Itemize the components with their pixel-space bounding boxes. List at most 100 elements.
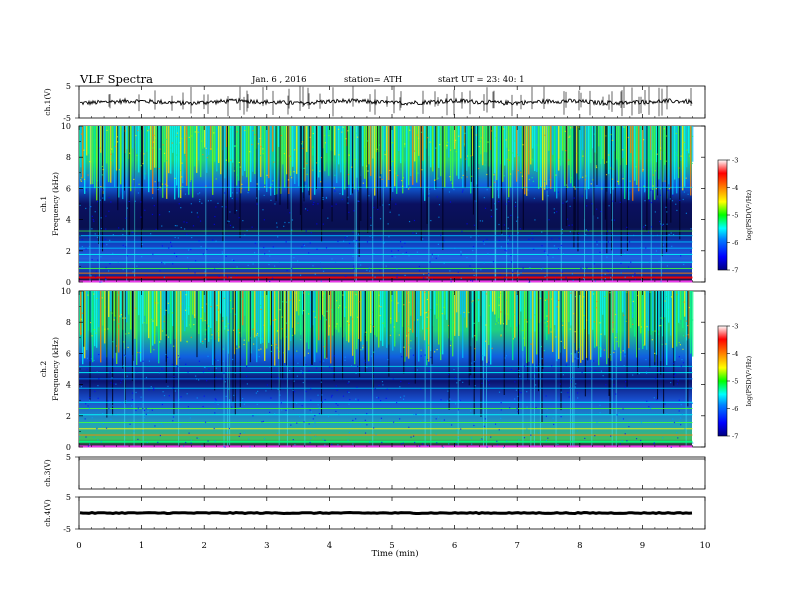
spectrogram-speckle bbox=[132, 231, 134, 233]
spectrogram-speckle bbox=[448, 191, 451, 193]
spectrogram-speckle bbox=[351, 166, 353, 168]
spectrogram-speckle bbox=[85, 436, 87, 438]
spectrogram-speckle bbox=[120, 314, 122, 316]
x-tick-label: 7 bbox=[514, 541, 519, 551]
spectrogram-speckle bbox=[437, 243, 439, 245]
spectrogram-streak bbox=[414, 291, 416, 322]
spectrogram-speckle bbox=[202, 405, 204, 408]
spectrogram-speckle bbox=[353, 240, 355, 242]
spectrogram-speckle bbox=[496, 440, 498, 442]
spectrogram-speckle bbox=[354, 158, 356, 161]
spectrogram-speckle bbox=[517, 411, 519, 413]
spectrogram-speckle bbox=[516, 368, 519, 370]
spectrogram-speckle bbox=[128, 200, 130, 203]
spectrogram-speckle bbox=[377, 208, 379, 211]
spectrogram-streak bbox=[488, 291, 490, 346]
spectrogram-speckle bbox=[335, 203, 337, 205]
spectrogram-speckle bbox=[325, 247, 328, 249]
spectrogram-speckle bbox=[228, 220, 230, 223]
spectrogram-speckle bbox=[218, 336, 220, 338]
spectrogram-speckle bbox=[272, 319, 274, 321]
spectrogram-speckle bbox=[568, 159, 570, 161]
spectrogram-speckle bbox=[662, 244, 664, 246]
spectrogram-streak bbox=[430, 126, 432, 168]
spectrogram-sferic bbox=[275, 126, 277, 202]
spectrogram-streak bbox=[638, 291, 640, 327]
spectrogram-speckle bbox=[464, 132, 466, 134]
spectrogram-speckle bbox=[190, 203, 192, 205]
spectrogram-speckle bbox=[107, 400, 109, 402]
spectrogram-speckle bbox=[500, 335, 502, 337]
spectrogram-speckle bbox=[595, 307, 597, 309]
spectrogram-speckle bbox=[451, 182, 453, 184]
spectrogram-speckle bbox=[606, 269, 608, 271]
spectrogram-streak bbox=[288, 126, 290, 195]
spectrogram-streak bbox=[536, 291, 538, 355]
spectrogram-speckle bbox=[687, 325, 689, 327]
spectrogram-speckle bbox=[157, 302, 159, 304]
spectrogram-streak bbox=[482, 126, 484, 166]
spectrogram-speckle bbox=[517, 216, 519, 218]
spectrogram-sferic bbox=[428, 126, 430, 282]
spectrogram-speckle bbox=[232, 226, 234, 228]
spectrogram-speckle bbox=[415, 232, 418, 234]
spectrogram-speckle bbox=[384, 153, 386, 156]
spectrogram-sferic bbox=[577, 126, 579, 252]
spectrogram-sferic bbox=[301, 126, 303, 232]
spectrogram-speckle bbox=[207, 440, 209, 442]
spectrogram-speckle bbox=[79, 204, 81, 206]
spectrogram-speckle bbox=[81, 238, 83, 241]
spectrogram-speckle bbox=[665, 206, 667, 208]
spectrogram-speckle bbox=[369, 217, 372, 219]
spectrogram-speckle bbox=[118, 323, 120, 325]
spectrogram-speckle bbox=[314, 415, 316, 417]
spectrogram-speckle bbox=[379, 400, 382, 402]
spectrogram-speckle bbox=[366, 165, 368, 167]
spectrogram-speckle bbox=[255, 392, 257, 394]
spectrogram-speckle bbox=[137, 129, 139, 132]
spectrogram-speckle bbox=[404, 274, 406, 276]
spectrogram-sferic bbox=[331, 126, 333, 222]
spectrogram-speckle bbox=[500, 417, 502, 419]
spectrogram-speckle bbox=[122, 228, 124, 230]
spectrogram-speckle bbox=[214, 398, 216, 400]
spectrogram-speckle bbox=[100, 227, 103, 230]
spectrogram-speckle bbox=[458, 400, 460, 402]
spectrogram-streak bbox=[296, 291, 298, 312]
spectrogram-streak bbox=[346, 291, 348, 342]
spectrogram-sferic bbox=[475, 126, 477, 282]
spectrogram-streak bbox=[622, 126, 624, 159]
spectrogram-speckle bbox=[496, 444, 499, 446]
spectrogram-streak bbox=[510, 291, 512, 328]
spectrogram-speckle bbox=[163, 394, 166, 397]
spectrogram-speckle bbox=[215, 240, 217, 242]
spectrogram-speckle bbox=[217, 359, 219, 362]
spectrogram-speckle bbox=[470, 410, 472, 412]
spectrogram-speckle bbox=[117, 328, 119, 330]
spectrogram-speckle bbox=[254, 134, 256, 136]
spectrogram-speckle bbox=[451, 424, 453, 426]
spectrogram-speckle bbox=[474, 385, 476, 387]
spectrogram-streak bbox=[652, 126, 654, 191]
spectrogram-speckle bbox=[373, 351, 375, 353]
spectrogram-sferic bbox=[223, 126, 225, 282]
spectrogram-sferic bbox=[592, 126, 594, 282]
spectrogram-speckle bbox=[228, 388, 230, 390]
spectrogram-speckle bbox=[480, 439, 482, 441]
spectrogram-speckle bbox=[427, 137, 429, 139]
spectrogram-speckle bbox=[198, 379, 200, 381]
spectrogram-speckle bbox=[488, 361, 490, 363]
spectrogram-speckle bbox=[235, 209, 238, 212]
spectrogram-sferic bbox=[131, 291, 133, 381]
spectrogram-speckle bbox=[424, 312, 426, 314]
spectrogram-speckle bbox=[108, 407, 110, 410]
spectrogram-streak bbox=[444, 126, 446, 188]
spectrogram-streak bbox=[98, 291, 100, 328]
spectrogram-speckle bbox=[263, 194, 265, 197]
spectrogram-speckle bbox=[626, 291, 628, 293]
spectrogram-speckle bbox=[345, 332, 348, 334]
spectrogram-speckle bbox=[297, 260, 299, 262]
spectrogram-speckle bbox=[611, 139, 614, 141]
spectrogram-sferic bbox=[321, 126, 323, 242]
